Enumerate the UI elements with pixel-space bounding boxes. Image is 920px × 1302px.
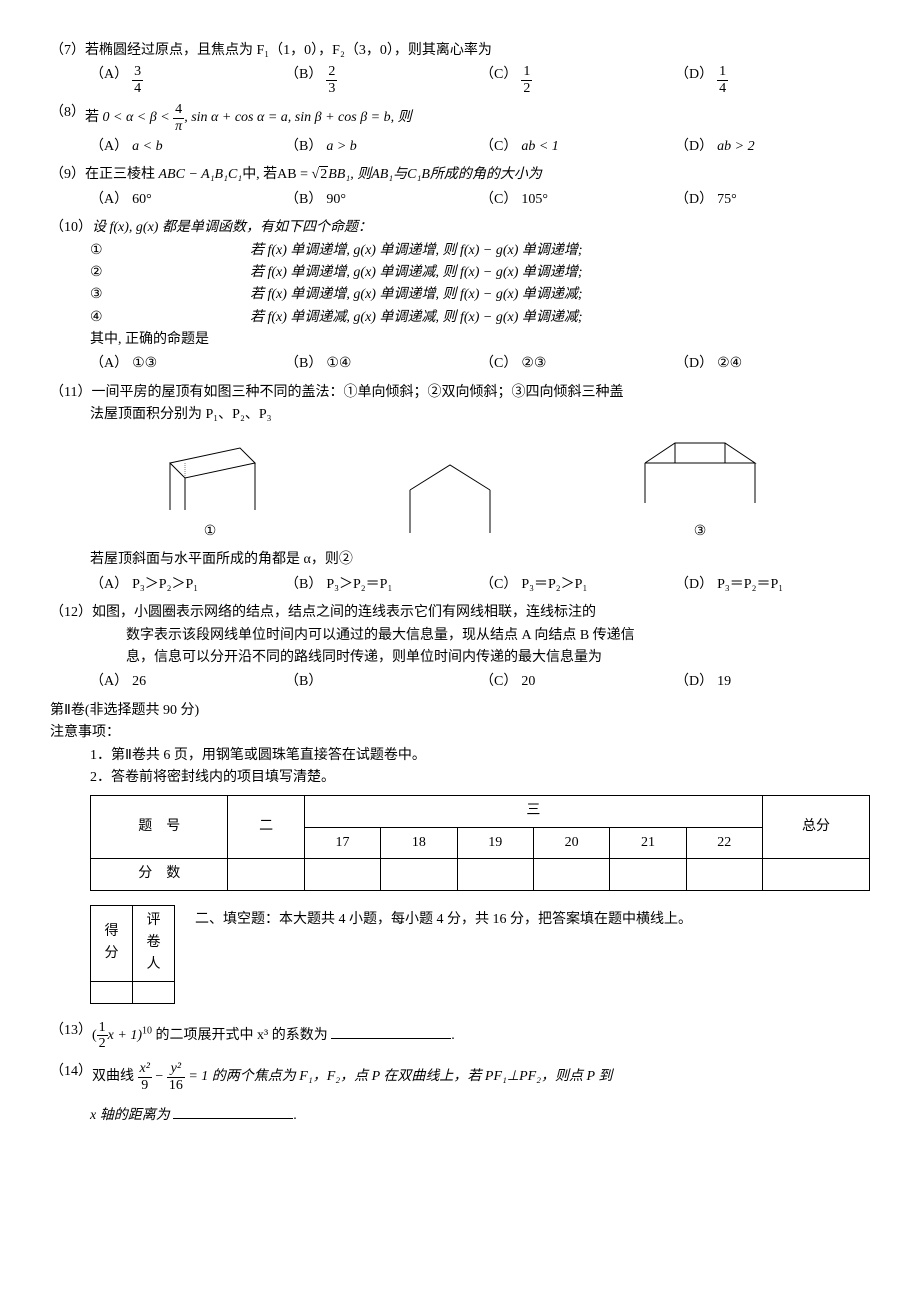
q7-opt-d: （D）14 bbox=[675, 64, 870, 96]
q7-text: 若椭圆经过原点，且焦点为 F₁（1，0），F₂（3，0），则其离心率为 bbox=[85, 40, 870, 62]
q12-l2: 数字表示该段网线单位时间内可以通过的最大信息量，现从结点 A 向结点 B 传递信 bbox=[126, 625, 870, 647]
q8-opt-c: （C）ab < 1 bbox=[480, 136, 675, 158]
grade-table: 得分评卷人 bbox=[90, 905, 175, 1004]
q8-opt-a: （A）a < b bbox=[90, 136, 285, 158]
q10-stmt-1: ①若 f(x) 单调递增, g(x) 单调递增, 则 f(x) − g(x) 单… bbox=[90, 240, 870, 262]
score-row: 分 数 bbox=[91, 859, 870, 890]
q12-opt-c: （C）20 bbox=[480, 671, 675, 693]
q7-opt-c: （C）12 bbox=[480, 64, 675, 96]
q13-blank bbox=[331, 1025, 451, 1039]
question-11: （11） 一间平房的屋顶有如图三种不同的盖法：①单向倾斜；②双向倾斜；③四向倾斜… bbox=[50, 382, 870, 596]
roof-diagrams: ① ③ bbox=[90, 433, 830, 544]
q10-num: （10） bbox=[50, 217, 92, 239]
th-num: 题 号 bbox=[91, 796, 228, 859]
q14-blank bbox=[173, 1105, 293, 1119]
th-total: 总分 bbox=[762, 796, 869, 859]
roof-1-icon bbox=[155, 438, 265, 513]
q10-stmt-4: ④若 f(x) 单调递减, g(x) 单调递减, 则 f(x) − g(x) 单… bbox=[90, 307, 870, 329]
question-8: （8） 若 0 < α < β < 4π, sin α + cos α = a,… bbox=[50, 102, 870, 158]
q11-num: （11） bbox=[50, 382, 91, 404]
part2-title: 第Ⅱ卷(非选择题共 90 分) bbox=[50, 700, 870, 722]
question-9: （9） 在正三棱柱 ABC − A₁B₁C₁中, 若AB = √2BB₁, 则A… bbox=[50, 164, 870, 211]
roof-1-label: ① bbox=[155, 521, 265, 543]
q11-opt-a: （A）P₃＞P₂＞P₁ bbox=[90, 574, 285, 596]
notice-heading: 注意事项： bbox=[50, 722, 870, 744]
q12-opt-b: （B） bbox=[285, 671, 480, 693]
q12-l3: 息，信息可以分开沿不同的路线同时传递，则单位时间内传递的最大信息量为 bbox=[126, 647, 870, 669]
q9-text: 在正三棱柱 ABC − A₁B₁C₁中, 若AB = √2BB₁, 则AB₁与C… bbox=[85, 164, 870, 186]
fill-title: 二、填空题：本大题共 4 小题，每小题 4 分，共 16 分，把答案填在题中横线… bbox=[195, 901, 870, 932]
q11-mid: 若屋顶斜面与水平面所成的角都是 α，则② bbox=[90, 549, 870, 571]
th-grader: 评卷人 bbox=[133, 905, 175, 981]
q12-opt-a: （A）26 bbox=[90, 671, 285, 693]
th-score: 得分 bbox=[91, 905, 133, 981]
q12-opt-d: （D）19 bbox=[675, 671, 870, 693]
question-14: （14） 双曲线 x²9 − y²16 = 1 的两个焦点为 F₁，F₂，点 P… bbox=[50, 1061, 870, 1127]
roof-2-icon bbox=[395, 455, 505, 535]
q8-opt-b: （B）a > b bbox=[285, 136, 480, 158]
q8-text: 若 0 < α < β < 4π, sin α + cos α = a, sin… bbox=[85, 102, 870, 134]
q10-opt-d: （D）②④ bbox=[675, 353, 870, 375]
question-13: （13） (12x + 1)10 的二项展开式中 x³ 的系数为 . bbox=[50, 1020, 870, 1052]
roof-3-icon bbox=[635, 433, 765, 513]
q10-stmt-3: ③若 f(x) 单调递增, g(x) 单调递增, 则 f(x) − g(x) 单… bbox=[90, 284, 870, 306]
q10-opt-b: （B）①④ bbox=[285, 353, 480, 375]
q10-lead: 设 f(x), g(x) 都是单调函数，有如下四个命题： bbox=[92, 217, 870, 239]
notice-2: 2．答卷前将密封线内的项目填写清楚。 bbox=[90, 767, 870, 789]
col-22: 22 bbox=[686, 827, 762, 858]
q13-num: （13） bbox=[50, 1020, 92, 1042]
q9-opt-c: （C）105° bbox=[480, 189, 675, 211]
q12-l1: 如图，小圆圈表示网络的结点，结点之间的连线表示它们有网线相联，连线标注的 bbox=[92, 602, 870, 624]
q10-opt-a: （A）①③ bbox=[90, 353, 285, 375]
q7-opt-b: （B）23 bbox=[285, 64, 480, 96]
notice-1: 1．第Ⅱ卷共 6 页，用钢笔或圆珠笔直接答在试题卷中。 bbox=[90, 745, 870, 767]
q8-opt-d: （D）ab > 2 bbox=[675, 136, 870, 158]
q10-opt-c: （C）②③ bbox=[480, 353, 675, 375]
col-21: 21 bbox=[610, 827, 686, 858]
question-10: （10） 设 f(x), g(x) 都是单调函数，有如下四个命题： ①若 f(x… bbox=[50, 217, 870, 376]
question-7: （7） 若椭圆经过原点，且焦点为 F₁（1，0），F₂（3，0），则其离心率为 … bbox=[50, 40, 870, 96]
q7-num: （7） bbox=[50, 40, 85, 62]
q11-opt-b: （B）P₃＞P₂＝P₁ bbox=[285, 574, 480, 596]
q10-stmt-2: ②若 f(x) 单调递增, g(x) 单调递减, 则 f(x) − g(x) 单… bbox=[90, 262, 870, 284]
col-20: 20 bbox=[533, 827, 609, 858]
q11-l2: 法屋顶面积分别为 P₁、P₂、P₃ bbox=[90, 404, 870, 426]
col-19: 19 bbox=[457, 827, 533, 858]
score-table: 题 号 二 三 总分 17 18 19 20 21 22 分 数 bbox=[90, 795, 870, 890]
q14-num: （14） bbox=[50, 1061, 92, 1083]
question-12: （12） 如图，小圆圈表示网络的结点，结点之间的连线表示它们有网线相联，连线标注… bbox=[50, 602, 870, 694]
q11-opt-c: （C）P₃＝P₂＞P₁ bbox=[480, 574, 675, 596]
q9-opt-d: （D）75° bbox=[675, 189, 870, 211]
q12-num: （12） bbox=[50, 602, 92, 624]
q11-l1: 一间平房的屋顶有如图三种不同的盖法：①单向倾斜；②双向倾斜；③四向倾斜三种盖 bbox=[91, 382, 870, 404]
q10-mid: 其中, 正确的命题是 bbox=[90, 329, 870, 351]
q9-num: （9） bbox=[50, 164, 85, 186]
q8-num: （8） bbox=[50, 102, 85, 124]
q11-opt-d: （D）P₃＝P₂＝P₁ bbox=[675, 574, 870, 596]
col-18: 18 bbox=[381, 827, 457, 858]
th-3: 三 bbox=[304, 796, 762, 827]
roof-3-label: ③ bbox=[635, 521, 765, 543]
q9-opt-b: （B）90° bbox=[285, 189, 480, 211]
th-2: 二 bbox=[228, 796, 304, 859]
q9-opt-a: （A）60° bbox=[90, 189, 285, 211]
col-17: 17 bbox=[304, 827, 380, 858]
q7-opt-a: （A）34 bbox=[90, 64, 285, 96]
